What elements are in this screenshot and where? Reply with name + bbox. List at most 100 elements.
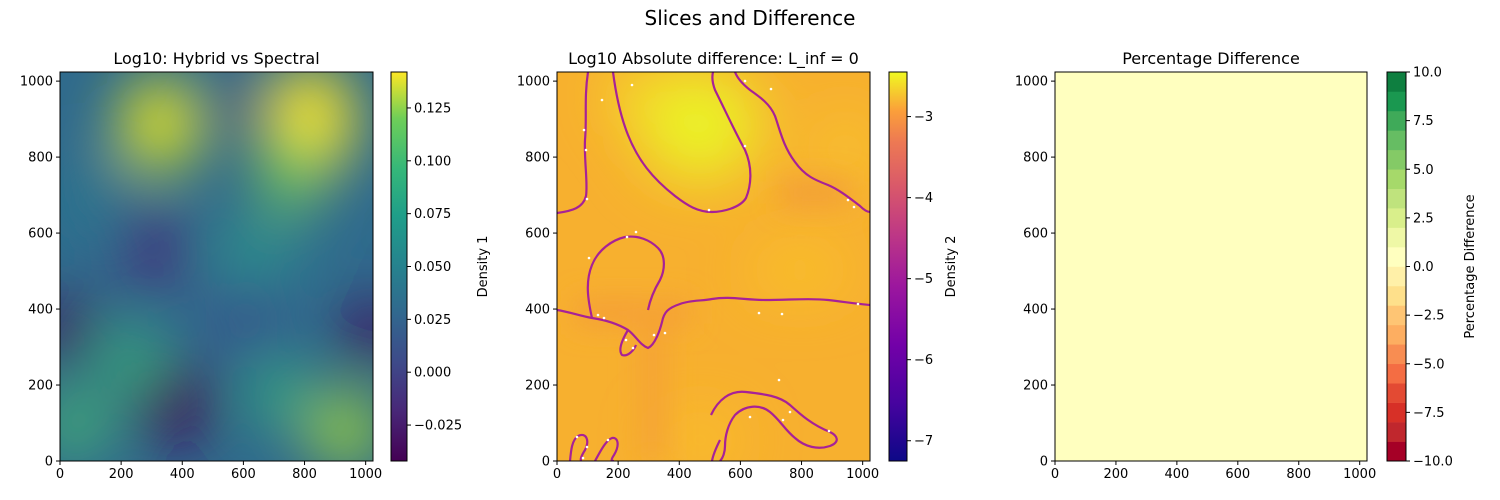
colorbar-level [1387, 422, 1406, 442]
colorbar-level [1387, 402, 1406, 423]
x-tick-label: 1000 [1343, 467, 1376, 482]
y-tick-label: 200 [1023, 379, 1048, 394]
x-tick-label: 200 [109, 467, 134, 482]
panel-2-heatmap [557, 72, 870, 461]
x-tick-label: 600 [728, 467, 753, 482]
y-tick-label: 1000 [517, 75, 550, 90]
y-tick-label: 400 [28, 303, 53, 318]
colorbar-level [1387, 208, 1406, 228]
panel-1-frame [59, 71, 374, 462]
colorbar-tick-label: 2.5 [1413, 211, 1434, 226]
colorbar-tick-label: 0.125 [414, 101, 451, 116]
y-tick-label: 0 [542, 455, 550, 470]
colorbar-level [1387, 324, 1406, 345]
colorbar-level [1387, 383, 1406, 403]
colorbar-tick-label: −4 [914, 191, 933, 206]
y-tick-label: 400 [525, 303, 550, 318]
panel-3-colorbar-ticks: −10.0 −7.5 −5.0 −2.5 0.0 2.5 5.0 7.5 10.0 [1406, 66, 1453, 470]
colorbar-tick-label: −6 [914, 353, 933, 368]
colorbar-tick-label: −7.5 [1413, 406, 1445, 421]
panel-2-contours [557, 72, 870, 461]
colorbar-tick-label: −5 [914, 272, 933, 287]
panel-2-frame [556, 71, 871, 462]
colorbar-tick-label: 0.0 [1413, 260, 1434, 275]
x-tick-label: 1000 [846, 467, 879, 482]
panel-3-x-axis: 0 200 400 600 800 1000 [1051, 461, 1376, 482]
colorbar-level [1387, 441, 1406, 462]
y-tick-label: 800 [28, 151, 53, 166]
colorbar-level [1387, 91, 1406, 112]
panel-1-title: Log10: Hybrid vs Spectral [113, 49, 319, 68]
colorbar-tick-label: −2.5 [1413, 309, 1445, 324]
y-tick-label: 1000 [1015, 75, 1048, 90]
colorbar-tick-label: −0.025 [414, 419, 462, 434]
y-tick-label: 400 [1023, 303, 1048, 318]
colorbar-level [1387, 169, 1406, 189]
colorbar-tick-label: 0.100 [414, 154, 451, 169]
x-tick-label: 200 [606, 467, 631, 482]
x-tick-label: 400 [667, 467, 692, 482]
x-tick-label: 400 [170, 467, 195, 482]
panel-1-y-axis: 0 200 400 600 800 1000 [20, 75, 60, 470]
x-tick-label: 800 [292, 467, 317, 482]
panel-3: Percentage Difference 0 200 400 600 800 1000 … [1015, 49, 1478, 482]
y-tick-label: 600 [28, 227, 53, 242]
colorbar-level [1387, 149, 1406, 170]
colorbar-tick-label: 0.025 [414, 313, 451, 328]
panel-1-heatmap [60, 72, 373, 461]
panel-2-colorbar-label: Density 2 [944, 236, 959, 298]
colorbar-tick-label: 7.5 [1413, 114, 1434, 129]
y-tick-label: 0 [45, 455, 53, 470]
panel-1: Log10: Hybrid vs Spectral 0 200 400 600 800 1… [20, 49, 491, 482]
x-tick-label: 0 [553, 467, 561, 482]
colorbar-level [1387, 72, 1406, 92]
colorbar-level [1387, 344, 1406, 365]
y-tick-label: 600 [525, 227, 550, 242]
colorbar-tick-label: −3 [914, 110, 933, 125]
x-tick-label: 800 [1286, 467, 1311, 482]
colorbar-level [1387, 110, 1406, 131]
panel-3-title: Percentage Difference [1122, 49, 1300, 68]
y-tick-label: 200 [28, 379, 53, 394]
x-tick-label: 200 [1104, 467, 1129, 482]
panel-2-title: Log10 Absolute difference: L_inf = 0 [568, 49, 859, 69]
panel-2-y-axis: 0 200 400 600 800 1000 [517, 75, 557, 470]
colorbar-tick-label: −10.0 [1413, 455, 1453, 470]
panel-3-colorbar [1386, 71, 1407, 462]
colorbar-tick-label: 0.050 [414, 260, 451, 275]
x-tick-label: 600 [1225, 467, 1250, 482]
figure-suptitle: Slices and Difference [645, 6, 856, 30]
y-tick-label: 1000 [20, 75, 53, 90]
y-tick-label: 800 [1023, 151, 1048, 166]
colorbar-level [1387, 285, 1406, 306]
panel-1-colorbar-label: Density 1 [476, 236, 491, 298]
panel-2-colorbar [888, 71, 908, 462]
panel-1-colorbar [390, 71, 408, 462]
colorbar-tick-label: 5.0 [1413, 163, 1434, 178]
colorbar-tick-label: 10.0 [1413, 66, 1442, 81]
colorbar-level [1387, 227, 1406, 248]
x-tick-label: 400 [1164, 467, 1189, 482]
y-tick-label: 600 [1023, 227, 1048, 242]
x-tick-label: 0 [56, 467, 64, 482]
colorbar-level [1387, 266, 1406, 287]
x-tick-label: 800 [789, 467, 814, 482]
colorbar-level [1387, 363, 1406, 384]
panel-2-white-dots [575, 79, 860, 460]
panel-3-heatmap [1054, 71, 1368, 462]
x-tick-label: 1000 [349, 467, 382, 482]
colorbar-level [1387, 247, 1406, 267]
colorbar-tick-label: 0.075 [414, 207, 451, 222]
panel-3-colorbar-label: Percentage Difference [1463, 194, 1478, 338]
y-tick-label: 800 [525, 151, 550, 166]
colorbar-tick-label: −7 [914, 434, 933, 449]
colorbar-level [1387, 188, 1406, 209]
panel-2-colorbar-ticks: −7 −6 −5 −4 −3 [907, 110, 933, 449]
x-tick-label: 600 [231, 467, 256, 482]
colorbar-tick-label: −5.0 [1413, 357, 1445, 372]
panel-3-y-axis: 0 200 400 600 800 1000 [1015, 75, 1055, 470]
colorbar-level [1387, 130, 1406, 151]
colorbar-level [1387, 305, 1406, 326]
y-tick-label: 200 [525, 379, 550, 394]
